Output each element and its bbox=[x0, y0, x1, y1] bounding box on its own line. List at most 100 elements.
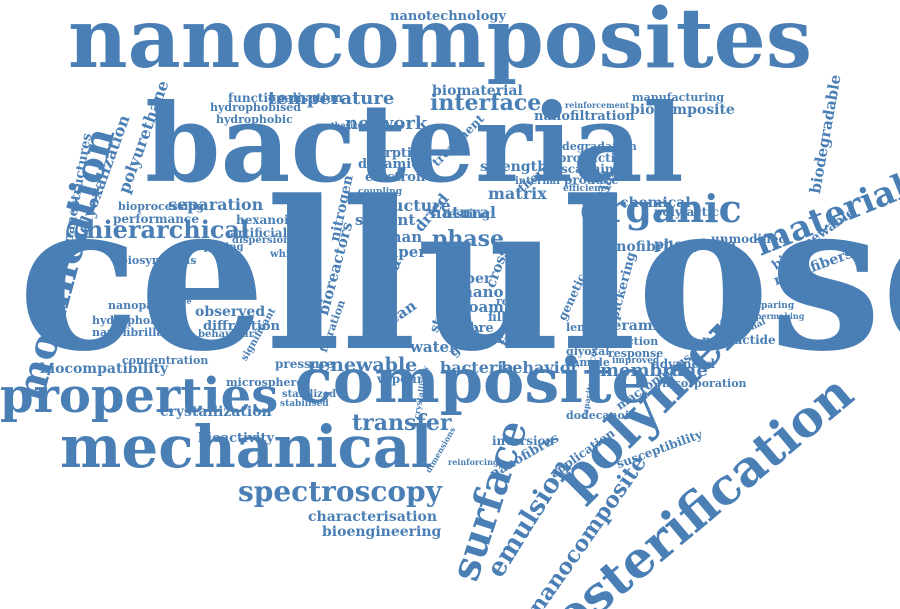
word-concentration: concentration bbox=[122, 354, 209, 367]
word-fibre: fibre bbox=[460, 321, 494, 336]
word-solvent: solvent bbox=[355, 211, 416, 229]
word-properties: properties bbox=[0, 368, 279, 424]
word-water: water bbox=[410, 338, 458, 356]
word-organic: organic bbox=[580, 186, 742, 231]
word-composite: composite bbox=[295, 344, 651, 417]
word-hexanoic: hexanoic bbox=[236, 213, 296, 227]
word-unmodified: unmodified bbox=[711, 232, 787, 246]
word-biocompatibility: biocompatibility bbox=[40, 361, 169, 377]
word-behavior: behavior bbox=[501, 358, 579, 377]
word-bacterial: bacterial bbox=[145, 81, 684, 207]
word-glyoxal: glyoxal bbox=[566, 345, 610, 358]
word-bioactivity: bioactivity bbox=[198, 431, 275, 446]
word-behaviour: behaviour bbox=[198, 329, 254, 340]
word-performance: performance bbox=[113, 212, 199, 226]
word-spectroscopy: spectroscopy bbox=[238, 475, 442, 508]
word-biomaterial: biomaterial bbox=[432, 83, 523, 99]
word-temperature: temperature bbox=[268, 88, 395, 109]
word-coupling: coupling bbox=[358, 187, 402, 197]
word-linked: linked bbox=[569, 335, 608, 348]
word-reinforcement: reinforcement bbox=[565, 100, 630, 110]
word-challenge: challenge bbox=[148, 296, 192, 306]
word-nanofibrils: nanofibrils bbox=[597, 239, 682, 255]
word-dispersion: dispersion bbox=[232, 235, 291, 246]
word-paper: paper bbox=[378, 243, 427, 261]
word-internal: internal bbox=[515, 176, 560, 187]
word-nano: nano bbox=[462, 283, 504, 301]
word-nanotechnology: nanotechnology bbox=[390, 9, 507, 24]
word-whisker: whisker bbox=[270, 249, 314, 260]
word-inversion: inversion bbox=[492, 434, 555, 448]
word-reaction: reaction bbox=[607, 335, 659, 348]
word-testing: testing bbox=[443, 207, 491, 221]
word-stabilised: stabilised bbox=[280, 399, 329, 409]
word-network: network bbox=[345, 113, 428, 134]
word-cellulose: cellulose bbox=[18, 157, 900, 397]
word-synthesized: synthesized bbox=[316, 120, 369, 130]
word-electron: electron bbox=[365, 170, 426, 185]
word-length: length bbox=[566, 321, 606, 334]
word-hydrophobised: hydrophobised bbox=[210, 101, 301, 114]
word-sample: sample bbox=[566, 356, 610, 369]
word-polylactide: polylactide bbox=[702, 333, 776, 347]
word-nanocomposites: nanocomposites bbox=[68, 0, 813, 87]
word-efficiency: efficiency bbox=[563, 184, 612, 194]
word-dodecanoic: dodecanoic bbox=[566, 409, 636, 422]
word-characterisation: characterisation bbox=[308, 509, 438, 525]
word-interface: interface bbox=[430, 90, 542, 116]
word-response: response bbox=[608, 347, 664, 360]
word-hierarchical: hierarchical bbox=[86, 215, 250, 244]
word-artificial: artificial bbox=[230, 226, 288, 240]
word-biosynthesis: biosynthesis bbox=[120, 254, 197, 267]
word-bioprocessing: bioprocessing bbox=[118, 200, 204, 213]
word-bioengineering: bioengineering bbox=[322, 524, 442, 540]
word-pressure: pressure bbox=[275, 357, 334, 371]
word-raman: raman bbox=[368, 228, 423, 246]
word-nanofiltration: nanofiltration bbox=[534, 109, 635, 124]
word-stabilized: stabilized bbox=[282, 389, 337, 400]
word-membrane: membrane bbox=[600, 360, 708, 381]
word-microsphere: microsphere bbox=[226, 376, 304, 389]
word-biocomposite: biocomposite bbox=[630, 102, 735, 118]
word-crystallization: crystallization bbox=[160, 404, 272, 420]
word-natural: natural bbox=[430, 203, 496, 222]
word-chemical: chemical bbox=[620, 195, 691, 211]
word-ceramic: ceramic bbox=[604, 318, 667, 334]
word-comparing: comparing bbox=[740, 301, 795, 311]
word-advanced: advanced bbox=[652, 357, 715, 371]
word-diffraction: diffraction bbox=[203, 319, 280, 334]
word-hydrophobized: hydrophobized bbox=[92, 314, 184, 327]
word-functionalisation: functionalisation bbox=[228, 91, 344, 105]
word-vapour: vapour bbox=[377, 372, 424, 386]
word-fiber: fiber bbox=[455, 271, 492, 287]
word-foam: foam bbox=[462, 298, 505, 316]
word-papermaking: papermaking bbox=[745, 311, 805, 321]
word-renewable: renewable bbox=[308, 354, 418, 376]
word-separation: separation bbox=[168, 195, 264, 214]
word-strength: strength bbox=[480, 159, 548, 175]
word-degradation: degradation bbox=[562, 140, 637, 153]
word-transfer: transfer bbox=[352, 410, 452, 436]
word-manufacturing: manufacturing bbox=[632, 91, 725, 104]
word-green: green bbox=[460, 332, 502, 347]
word-phosphate: phosphate bbox=[654, 237, 736, 253]
word-sorption: sorption bbox=[369, 146, 430, 161]
word-observed: observed bbox=[195, 304, 266, 320]
word-nanofibrillated: nanofibrillated bbox=[92, 326, 184, 339]
word-scanning: scanning bbox=[561, 162, 622, 176]
word-templating: templating bbox=[182, 242, 244, 253]
word-reinforcing: reinforcing bbox=[448, 457, 499, 467]
word-structure: structure bbox=[367, 196, 451, 215]
word-mechanical: mechanical bbox=[60, 413, 433, 481]
word-polylactic: polylactic bbox=[654, 205, 719, 219]
word-resin: resin bbox=[496, 295, 528, 308]
word-hydrophobic: hydrophobic bbox=[216, 113, 293, 126]
word-dynamic: dynamic bbox=[358, 157, 420, 172]
word-production: production bbox=[558, 151, 632, 165]
word-produce: produce bbox=[564, 173, 619, 187]
word-improved: improved bbox=[612, 356, 660, 366]
word-incorporation: incorporation bbox=[662, 377, 747, 390]
word-bacteria: bacteria bbox=[440, 358, 514, 377]
word-phase: phase bbox=[432, 226, 505, 252]
